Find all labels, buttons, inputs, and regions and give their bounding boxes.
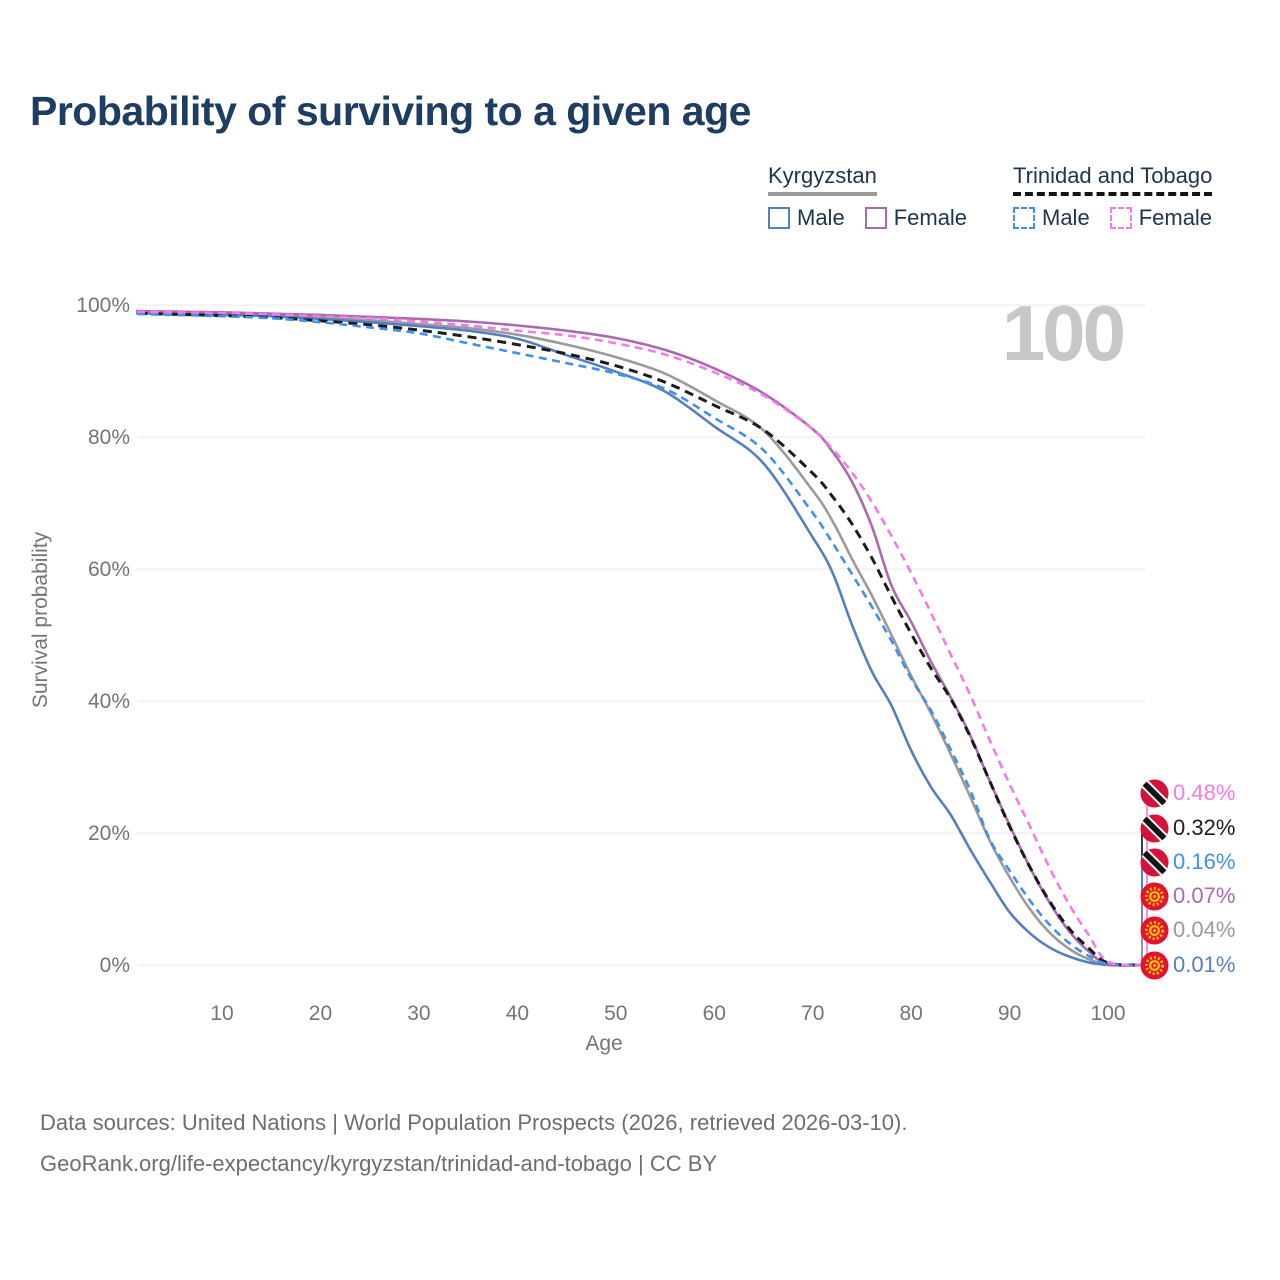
end-value-label: 0.01% — [1173, 952, 1236, 977]
y-tick-label: 60% — [88, 558, 130, 581]
series-line-trinidad-and-tobago-all — [136, 311, 1143, 967]
x-tick-label: 70 — [801, 1002, 824, 1025]
end-label: 0.04% — [1140, 915, 1235, 945]
data-sources-line: Data sources: United Nations | World Pop… — [40, 1110, 908, 1135]
end-label: 0.32% — [1140, 813, 1235, 843]
x-tick-label: 40 — [506, 1002, 529, 1025]
page-title: Probability of surviving to a given age — [30, 88, 751, 134]
kyrgyzstan-flag-icon — [1140, 915, 1169, 945]
legend-header-kyrgyzstan[interactable]: Kyrgyzstan — [768, 163, 877, 196]
x-tick-label: 90 — [998, 1002, 1021, 1025]
end-value-label: 0.16% — [1173, 849, 1236, 874]
x-tick-label: 100 — [1091, 1002, 1126, 1025]
x-tick-label: 50 — [604, 1002, 627, 1025]
y-axis-title: Survival probability — [29, 531, 52, 708]
legend-item-label: Male — [1042, 205, 1090, 230]
end-value-label: 0.48% — [1173, 780, 1236, 805]
footer: Data sources: United Nations | World Pop… — [40, 1102, 907, 1184]
age-watermark-label: 100 — [1001, 289, 1126, 377]
trinidad-and-tobago-flag-icon — [1140, 813, 1169, 843]
x-tick-label: 30 — [407, 1002, 430, 1025]
kyrgyzstan-male-swatch-icon — [768, 207, 790, 229]
legend-header-trinidad-and-tobago[interactable]: Trinidad and Tobago — [1013, 163, 1213, 196]
end-value-label: 0.07% — [1173, 883, 1236, 908]
legend-item-label: Male — [797, 205, 845, 230]
end-value-label: 0.32% — [1173, 815, 1236, 840]
legend-row: Male Female — [768, 205, 967, 231]
y-tick-label: 80% — [88, 426, 130, 449]
trinidad-and-tobago-flag-icon — [1140, 847, 1169, 877]
y-axis-tick-labels: 0% 20% 40% 60% 80% 100% — [76, 294, 130, 977]
y-tick-label: 40% — [88, 690, 130, 713]
legend-item-label: Female — [1138, 205, 1213, 230]
series-curves — [136, 309, 1143, 967]
trinidad-male-swatch-icon — [1013, 207, 1035, 229]
kyrgyzstan-female-swatch-icon — [864, 207, 887, 229]
series-line-kyrgyzstan-all — [136, 311, 1143, 967]
series-line-trinidad-and-tobago-female — [136, 310, 1143, 967]
kyrgyzstan-flag-icon — [1140, 881, 1169, 911]
x-axis-tick-labels: 10 20 30 40 50 60 70 80 90 100 — [210, 1002, 1125, 1025]
legend-item-kyrgyzstan-female[interactable]: Female — [864, 205, 968, 231]
end-label: 0.48% — [1140, 778, 1235, 808]
gridlines — [137, 304, 1146, 966]
trinidad-female-swatch-icon — [1109, 207, 1132, 229]
x-tick-label: 80 — [899, 1002, 922, 1025]
legend-item-label: Female — [893, 205, 968, 230]
end-label: 0.07% — [1140, 881, 1235, 911]
x-tick-label: 20 — [309, 1002, 332, 1025]
legend-row: Male Female — [1013, 205, 1212, 231]
y-tick-label: 100% — [76, 294, 130, 317]
x-tick-label: 60 — [703, 1002, 726, 1025]
series-line-trinidad-and-tobago-male — [136, 312, 1143, 967]
end-value-label: 0.04% — [1173, 917, 1236, 942]
end-label: 0.01% — [1140, 950, 1235, 980]
legend: Kyrgyzstan Male Female Trinidad and Toba… — [0, 163, 1280, 243]
kyrgyzstan-flag-icon — [1140, 950, 1169, 980]
series-line-kyrgyzstan-male — [136, 311, 1143, 967]
legend-group-trinidad-and-tobago: Trinidad and Tobago Male Female — [1013, 163, 1213, 231]
x-tick-label: 10 — [210, 1002, 233, 1025]
x-axis-title: Age — [585, 1032, 622, 1055]
end-label: 0.16% — [1140, 847, 1235, 877]
trinidad-and-tobago-flag-icon — [1140, 778, 1169, 808]
legend-item-trinidad-female[interactable]: Female — [1109, 205, 1213, 231]
y-tick-label: 0% — [100, 954, 130, 977]
legend-group-kyrgyzstan: Kyrgyzstan Male Female — [768, 163, 967, 231]
attribution-line: GeoRank.org/life-expectancy/kyrgyzstan/t… — [40, 1151, 718, 1176]
legend-item-kyrgyzstan-male[interactable]: Male — [768, 205, 845, 231]
y-tick-label: 20% — [88, 822, 130, 845]
series-line-kyrgyzstan-female — [136, 309, 1143, 967]
legend-item-trinidad-male[interactable]: Male — [1013, 205, 1090, 231]
